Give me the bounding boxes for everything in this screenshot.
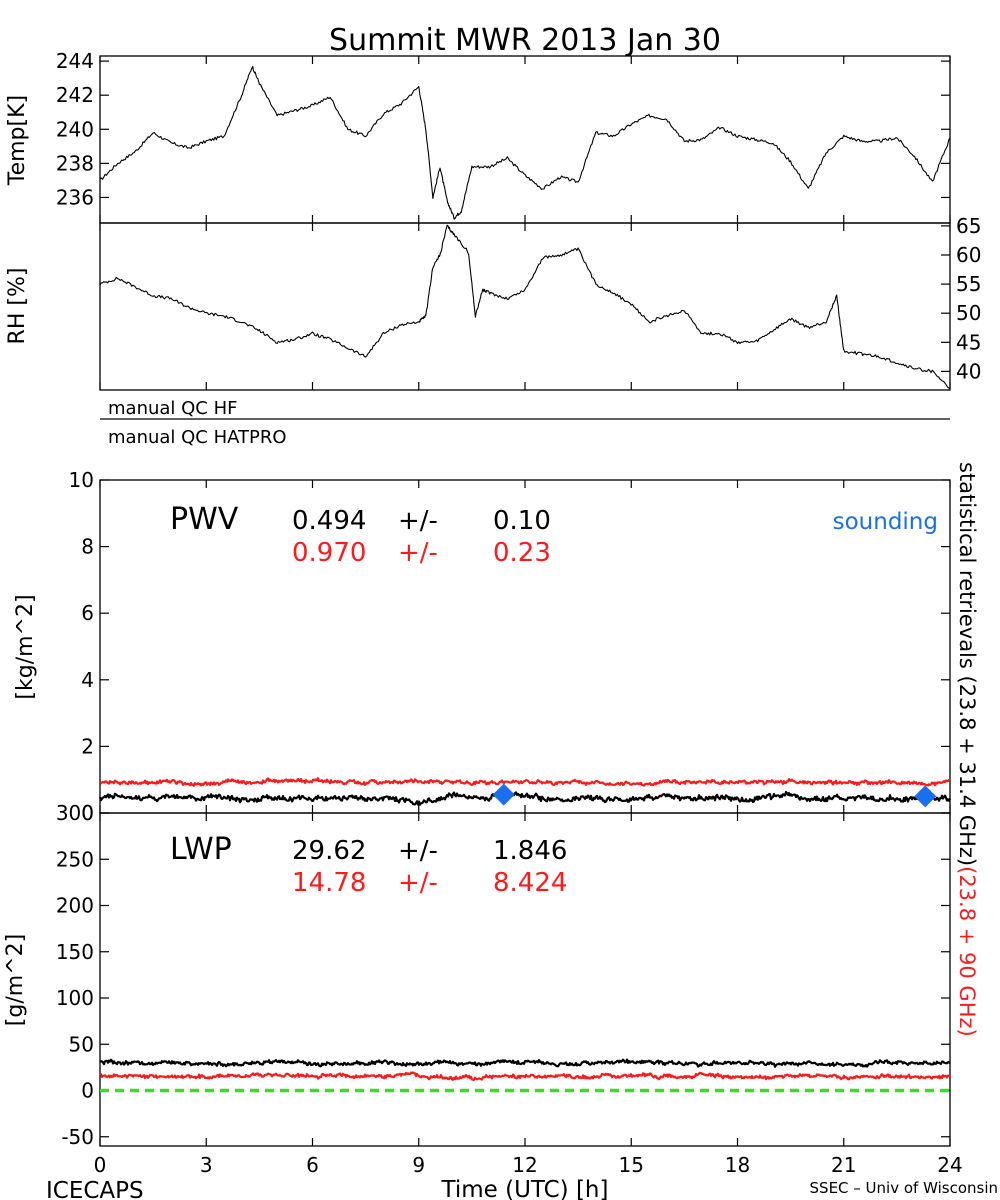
- lwp-series-1-line: [99, 1058, 951, 1068]
- pwv-ytick-label: 6: [81, 601, 94, 625]
- chart-marks: 2362382402422444045505560650246810-50050…: [56, 49, 982, 1177]
- rh-ylabel: RH [%]: [5, 268, 30, 345]
- x-axis-title: Time (UTC) [h]: [441, 1177, 609, 1200]
- temp-ylabel: Temp[K]: [5, 95, 30, 186]
- pwv-sounding-point: [492, 783, 515, 806]
- pwv-ytick-label: 4: [81, 668, 94, 692]
- temp-ytick-label: 242: [56, 83, 94, 107]
- temp-series-1-line: [99, 65, 951, 220]
- side-label-part1: statistical retrievals (23.8 + 31.4 GHz): [955, 462, 979, 866]
- lwp-title: LWP: [170, 832, 232, 867]
- lwp-ytick-label: 150: [56, 940, 94, 964]
- pwv-ytick-label: 8: [81, 535, 94, 559]
- lwp-stat-1-mean: 29.62: [292, 836, 366, 866]
- temp-ytick-label: 238: [56, 151, 94, 175]
- pwv-stat-2-mean: 0.970: [292, 538, 366, 568]
- temp-ytick-label: 244: [56, 49, 94, 73]
- lwp-ytick-label: 0: [81, 1079, 94, 1103]
- side-label-part2: (23.8 + 90 GHz): [955, 866, 979, 1037]
- pwv-sounding-point: [914, 785, 937, 808]
- lwp-ytick-label: 200: [56, 894, 94, 918]
- x-tick-label: 6: [306, 1153, 319, 1177]
- pwv-ytick-label: 0: [81, 801, 94, 825]
- rh-ytick-label: 55: [956, 272, 981, 296]
- x-tick-label: 21: [831, 1153, 856, 1177]
- lwp-ytick-label: 100: [56, 986, 94, 1010]
- lwp-ylabel: [g/m^2]: [3, 934, 28, 1026]
- x-tick-label: 18: [725, 1153, 750, 1177]
- side-label-statistical-retrievals: statistical retrievals (23.8 + 31.4 GHz)…: [955, 462, 979, 1037]
- rh-ytick-label: 45: [956, 330, 981, 354]
- lwp-ytick-label: 250: [56, 847, 94, 871]
- lwp-series-2-line: [99, 1071, 951, 1081]
- pwv-stat-1-sd: 0.10: [493, 506, 551, 536]
- qc-label-hf: manual QC HF: [108, 398, 237, 419]
- lwp-ytick-label: 50: [69, 1032, 94, 1056]
- pwv-stat-1-pm: +/-: [398, 506, 438, 536]
- pwv-series-2-line: [99, 777, 951, 787]
- x-tick-label: 0: [94, 1153, 107, 1177]
- lwp-stat-1-sd: 1.846: [493, 836, 567, 866]
- chart-title: Summit MWR 2013 Jan 30: [329, 23, 721, 58]
- x-tick-label: 12: [512, 1153, 537, 1177]
- lwp-stat-2-sd: 8.424: [493, 868, 567, 898]
- pwv-ytick-label: 10: [69, 468, 94, 492]
- x-tick-label: 24: [937, 1153, 962, 1177]
- lwp-ytick-label: 300: [56, 801, 94, 825]
- x-tick-label: 9: [412, 1153, 425, 1177]
- footer-left-icecaps: ICECAPS: [46, 1178, 144, 1200]
- lwp-stat-1-pm: +/-: [398, 836, 438, 866]
- lwp-stat-2-pm: +/-: [398, 868, 438, 898]
- rh-ytick-label: 60: [956, 243, 981, 267]
- rh-ytick-label: 40: [956, 359, 981, 383]
- sounding-legend: sounding: [833, 509, 938, 535]
- qc-label-hatpro: manual QC HATPRO: [108, 427, 287, 448]
- pwv-ylabel: [kg/m^2]: [13, 594, 38, 699]
- pwv-stat-2-pm: +/-: [398, 538, 438, 568]
- rh-series-1-line: [99, 224, 951, 390]
- pwv-ytick-label: 2: [81, 734, 94, 758]
- lwp-stat-2-mean: 14.78: [292, 868, 366, 898]
- rh-ytick-label: 65: [956, 214, 981, 238]
- pwv-stat-1-mean: 0.494: [292, 506, 366, 536]
- x-tick-label: 15: [619, 1153, 644, 1177]
- rh-ytick-label: 50: [956, 301, 981, 325]
- x-tick-label: 3: [200, 1153, 213, 1177]
- pwv-series-1-line: [98, 790, 951, 806]
- temp-ytick-label: 240: [56, 117, 94, 141]
- footer-right-ssec: SSEC – Univ of Wisconsin: [810, 1179, 998, 1197]
- pwv-stat-2-sd: 0.23: [493, 538, 551, 568]
- lwp-ytick-label: -50: [61, 1125, 94, 1149]
- temp-panel-frame: [99, 55, 951, 224]
- rh-panel-frame: [99, 222, 951, 391]
- temp-ytick-label: 236: [56, 185, 94, 209]
- pwv-title: PWV: [170, 502, 239, 537]
